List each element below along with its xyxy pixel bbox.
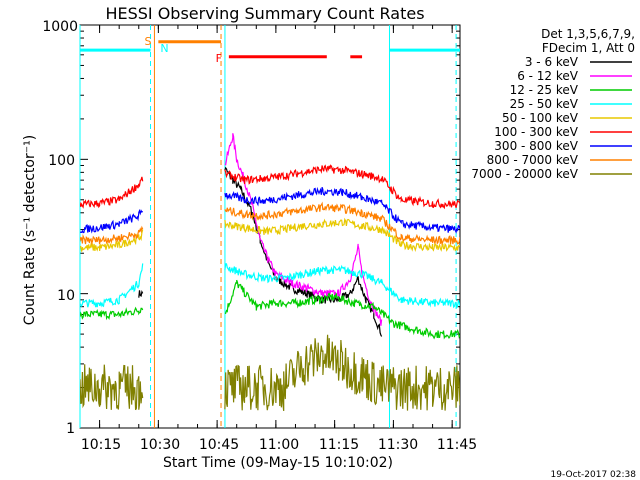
y-tick-label: 1000 — [42, 19, 78, 35]
x-axis-label: Start Time (09-May-15 10:10:02) — [163, 455, 393, 471]
annotation-label: N — [160, 42, 168, 55]
series-line — [80, 186, 460, 234]
x-tick-label: 10:15 — [81, 437, 121, 453]
chart-title: HESSI Observing Summary Count Rates — [105, 4, 424, 23]
x-tick-label: 11:45 — [437, 437, 477, 453]
y-axis: 1 10 100 1000 Count Rate (s⁻¹ detector⁻¹… — [22, 19, 78, 437]
legend-entry: 12 - 25 keV — [510, 83, 579, 97]
series-line — [80, 217, 460, 253]
series-line — [80, 164, 460, 210]
x-tick-label: 10:30 — [140, 437, 180, 453]
x-tick-label: 11:30 — [378, 437, 418, 453]
y-tick-label: 100 — [48, 153, 75, 169]
x-tick-label: 11:15 — [319, 437, 359, 453]
y-tick-label: 1 — [66, 421, 75, 437]
x-axis: 10:15 10:30 10:45 11:00 11:15 11:30 11:4… — [81, 437, 477, 471]
legend-entry: 100 - 300 keV — [494, 125, 578, 139]
footer-timestamp: 19-Oct-2017 02:38 — [551, 470, 637, 480]
series-line — [80, 263, 460, 309]
legend-entry: 6 - 12 keV — [517, 69, 579, 83]
series-line — [224, 133, 383, 326]
legend-header: Det 1,3,5,6,7,9, — [541, 27, 635, 41]
legend-entry: 800 - 7000 keV — [487, 153, 579, 167]
series-line — [80, 279, 460, 340]
plot-area: SN F — [79, 24, 461, 429]
y-axis-label: Count Rate (s⁻¹ detector⁻¹) — [22, 135, 38, 325]
plot-frame — [79, 24, 461, 429]
y-tick-label: 10 — [57, 288, 75, 304]
legend-entry: 50 - 100 keV — [502, 111, 579, 125]
annotation-label: S — [144, 35, 151, 48]
x-tick-label: 11:00 — [259, 437, 299, 453]
legend-entry: 25 - 50 keV — [510, 97, 579, 111]
legend: Det 1,3,5,6,7,9, FDecim 1, Att 0 3 - 6 k… — [471, 27, 635, 181]
legend-header: FDecim 1, Att 0 — [542, 41, 635, 55]
series-line — [80, 334, 460, 411]
annotation-label: F — [216, 52, 222, 65]
series-line — [80, 201, 460, 246]
legend-entry: 7000 - 20000 keV — [471, 167, 578, 181]
legend-entry: 3 - 6 keV — [525, 55, 579, 69]
legend-entry: 300 - 800 keV — [494, 139, 578, 153]
series-line — [138, 166, 383, 337]
x-tick-label: 10:45 — [199, 437, 239, 453]
